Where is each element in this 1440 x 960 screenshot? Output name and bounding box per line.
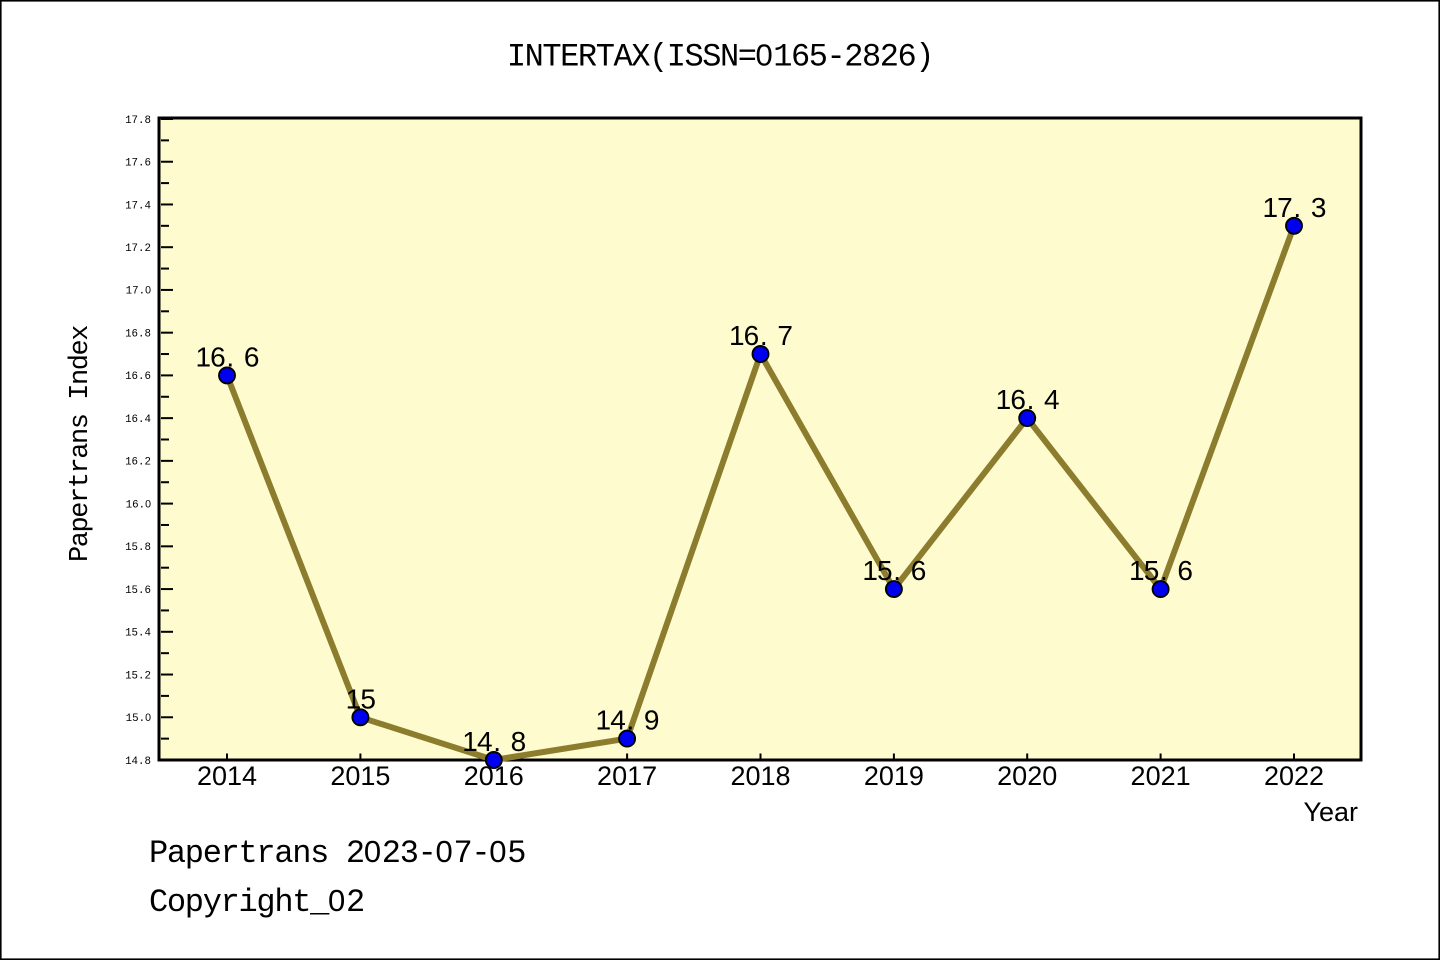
svg-text:2022: 2022	[1264, 761, 1324, 791]
svg-text:17.6: 17.6	[125, 158, 151, 170]
svg-text:2021: 2021	[1131, 761, 1191, 791]
svg-text:16.6: 16.6	[125, 371, 151, 383]
svg-text:17.0: 17.0	[126, 285, 151, 298]
svg-text:16.4: 16.4	[125, 414, 151, 426]
svg-text:15.4: 15.4	[125, 628, 151, 640]
svg-text:17.8: 17.8	[125, 115, 151, 127]
svg-text:2018: 2018	[730, 761, 790, 791]
svg-text:15.2: 15.2	[125, 670, 151, 682]
svg-text:17.2: 17.2	[125, 243, 151, 255]
svg-text:16.6: 16.6	[195, 341, 258, 372]
svg-text:14.9: 14. 9	[596, 705, 659, 736]
svg-text:2019: 2019	[864, 761, 924, 791]
svg-text:15: 15	[346, 683, 376, 714]
svg-text:15.6: 15.6	[862, 555, 925, 586]
svg-text:15.6: 15.6	[1129, 555, 1192, 586]
svg-text:2017: 2017	[597, 761, 657, 791]
svg-text:Year: Year	[1303, 797, 1358, 827]
svg-text:16.4: 16.4	[996, 384, 1059, 415]
svg-text:2020: 2020	[997, 761, 1057, 791]
svg-text:INTERTAX(ISSN=0165-2826): INTERTAX(ISSN=0165-2826)	[507, 38, 933, 76]
svg-text:16.7: 16. 7	[729, 320, 792, 351]
svg-text:Papertrans 2023-07-05: Papertrans 2023-07-05	[149, 834, 525, 872]
svg-text:14.8: 14.8	[125, 756, 151, 768]
svg-text:16.0: 16.0	[126, 498, 151, 511]
svg-text:15.0: 15.0	[126, 712, 151, 725]
svg-text:15.6: 15.6	[125, 585, 151, 597]
svg-text:17.4: 17.4	[125, 200, 151, 212]
svg-text:14.8: 14.8	[462, 726, 525, 757]
svg-text:17.3: 17. 3	[1262, 192, 1325, 223]
svg-text:15.8: 15.8	[125, 542, 151, 554]
svg-text:16.8: 16.8	[125, 328, 151, 340]
svg-text:Copyright_02: Copyright_02	[149, 883, 364, 921]
svg-text:Papertrans Index: Papertrans Index	[66, 326, 96, 562]
svg-text:16.2: 16.2	[125, 457, 151, 469]
svg-text:2015: 2015	[330, 761, 390, 791]
svg-text:2014: 2014	[197, 761, 257, 791]
